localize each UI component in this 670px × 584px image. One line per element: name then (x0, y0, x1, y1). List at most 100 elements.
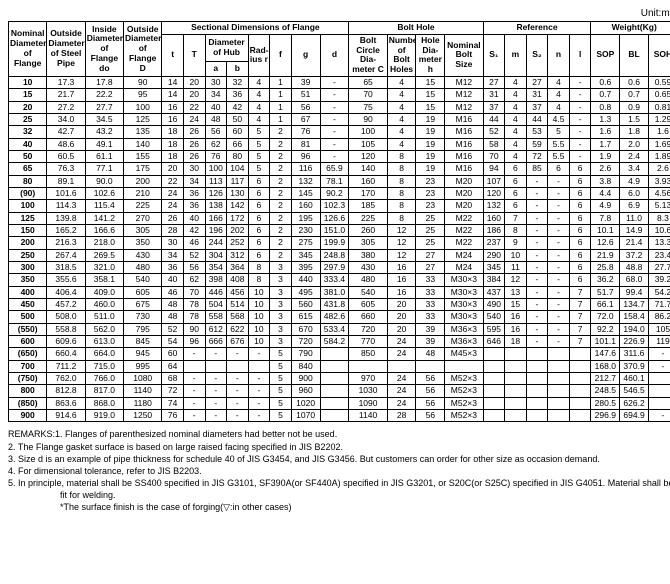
table-cell: 24 (387, 397, 416, 409)
table-cell: 196 (205, 224, 227, 236)
table-cell: 4 (505, 150, 527, 162)
table-cell: 24 (387, 336, 416, 348)
table-cell: - (205, 385, 227, 397)
table-cell: - (227, 397, 249, 409)
table-cell: 76 (205, 150, 227, 162)
table-row: 1017.317.890142030324139-65415M12274274-… (9, 76, 670, 88)
table-cell: 101.6 (47, 187, 85, 199)
table-cell: 5 (248, 126, 270, 138)
table-cell: 23 (416, 200, 445, 212)
table-cell: 24 (162, 187, 184, 199)
table-cell: 48 (416, 348, 445, 360)
table-cell (483, 348, 505, 360)
table-cell: 141.2 (85, 212, 123, 224)
table-cell: 21.9 (591, 249, 620, 261)
table-cell: 4 (505, 126, 527, 138)
table-cell: - (526, 175, 548, 187)
table-cell: 5 (270, 397, 292, 409)
table-cell: 430 (349, 261, 387, 273)
table-cell: 248.8 (320, 249, 349, 261)
table-cell: 4 (387, 126, 416, 138)
table-cell: 39 (291, 76, 320, 88)
table-cell: 96 (183, 336, 205, 348)
table-cell: 30 (183, 163, 205, 175)
table-cell: 6 (505, 163, 527, 175)
table-cell: 225 (124, 200, 162, 212)
table-cell: - (526, 237, 548, 249)
table-cell: 730 (124, 311, 162, 323)
table-cell: 36 (183, 200, 205, 212)
table-cell: 54.2 (648, 286, 670, 298)
table-cell: 409.0 (85, 286, 123, 298)
table-cell: 32 (227, 76, 249, 88)
table-cell: 8 (387, 187, 416, 199)
table-cell: 4 (387, 138, 416, 150)
table-cell: 101.1 (591, 336, 620, 348)
table-row: 150165.2166.6305284219620262230151.02601… (9, 224, 670, 236)
table-cell: M52×3 (445, 397, 483, 409)
table-cell: 200 (9, 237, 47, 249)
table-cell: 1.8 (620, 126, 649, 138)
table-cell: 660.4 (47, 348, 85, 360)
table-cell: 3.8 (591, 175, 620, 187)
table-cell: 795 (124, 323, 162, 335)
table-cell: 168.0 (591, 360, 620, 372)
table-cell: 2.4 (620, 150, 649, 162)
table-cell: (750) (9, 373, 47, 385)
remark-2: 2. The Flange gasket surface is based on… (8, 441, 670, 453)
table-cell: 8 (387, 200, 416, 212)
table-cell: M22 (445, 212, 483, 224)
table-cell: - (227, 373, 249, 385)
table-cell: 14 (162, 89, 184, 101)
col-od-pipe: Outside Diameter of Steel Pipe (47, 22, 85, 77)
table-cell: 4 (248, 101, 270, 113)
table-cell: - (569, 113, 591, 125)
table-cell (505, 348, 527, 360)
table-cell: 20 (183, 89, 205, 101)
table-cell: M12 (445, 89, 483, 101)
table-cell: - (526, 311, 548, 323)
table-cell: 840 (291, 360, 320, 372)
table-row: 450457.2460.06754878504514103560431.8605… (9, 299, 670, 311)
table-cell (569, 348, 591, 360)
table-cell: - (320, 89, 349, 101)
table-cell: - (548, 311, 570, 323)
table-cell: 4.5 (548, 113, 570, 125)
table-cell: 1.6 (648, 126, 670, 138)
table-cell: 4 (248, 76, 270, 88)
table-cell: 622 (227, 323, 249, 335)
table-cell: 312 (227, 249, 249, 261)
table-cell: 350 (124, 237, 162, 249)
table-cell: 120 (483, 187, 505, 199)
table-cell: 68.0 (620, 274, 649, 286)
table-cell: 72.0 (591, 311, 620, 323)
table-cell: 495 (291, 286, 320, 298)
table-cell: 210 (124, 187, 162, 199)
table-cell: - (526, 299, 548, 311)
table-cell: 19 (416, 150, 445, 162)
table-cell: - (569, 150, 591, 162)
table-cell: 514 (227, 299, 249, 311)
table-cell (569, 373, 591, 385)
table-cell: 2.0 (620, 138, 649, 150)
table-cell: 4 (548, 101, 570, 113)
table-cell: 105 (349, 138, 387, 150)
table-cell: 85 (526, 163, 548, 175)
table-cell: 605 (349, 299, 387, 311)
table-cell: 900 (291, 373, 320, 385)
table-cell: 33 (416, 311, 445, 323)
table-cell: 140 (124, 138, 162, 150)
table-cell: 511.0 (85, 311, 123, 323)
table-cell: M52×3 (445, 385, 483, 397)
table-cell (227, 360, 249, 372)
table-cell: 21.4 (620, 237, 649, 249)
table-cell: - (548, 336, 570, 348)
table-cell: 99.4 (620, 286, 649, 298)
table-cell: 0.7 (591, 89, 620, 101)
table-cell: 24 (162, 200, 184, 212)
table-cell (505, 373, 527, 385)
table-cell: 664.0 (85, 348, 123, 360)
table-cell: 96 (291, 150, 320, 162)
table-cell: 22.2 (85, 89, 123, 101)
table-cell: 50 (227, 113, 249, 125)
